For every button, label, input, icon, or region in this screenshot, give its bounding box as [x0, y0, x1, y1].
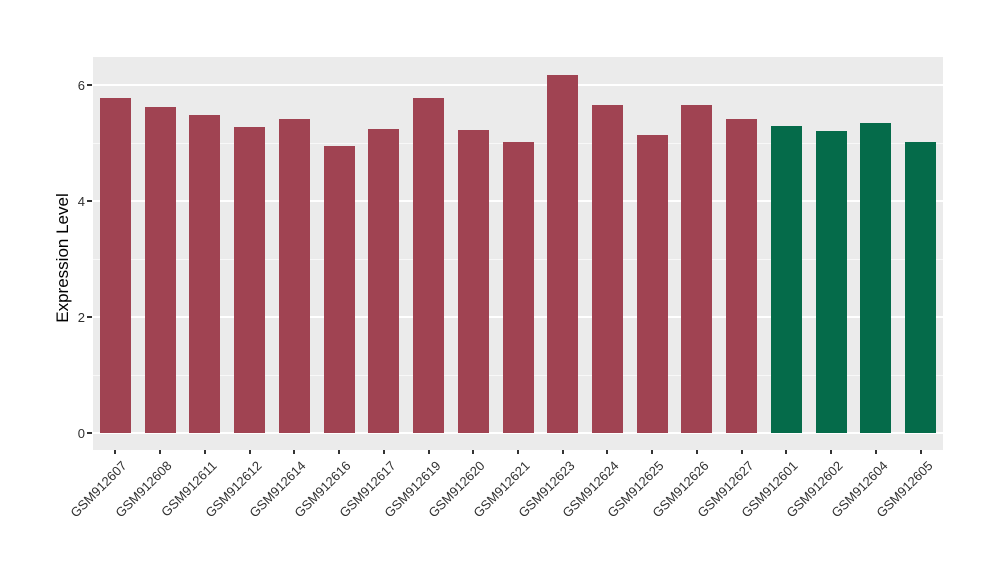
- bar-GSM912611: [189, 115, 221, 433]
- x-tick-mark: [338, 450, 341, 454]
- gridline-major: [93, 432, 943, 434]
- x-tick-mark: [785, 450, 788, 454]
- x-tick-mark: [561, 450, 564, 454]
- bar-GSM912614: [278, 119, 310, 433]
- x-tick-mark: [830, 450, 833, 454]
- bar-GSM912619: [413, 98, 445, 433]
- bar-GSM912612: [234, 126, 266, 433]
- x-tick-mark: [874, 450, 877, 454]
- x-tick-mark: [427, 450, 430, 454]
- x-tick-mark: [651, 450, 654, 454]
- x-tick-mark: [114, 450, 117, 454]
- bar-GSM912620: [457, 130, 489, 433]
- bar-GSM912626: [681, 105, 713, 433]
- y-tick-mark: [87, 84, 92, 86]
- bar-GSM912616: [323, 145, 355, 433]
- bar-GSM912627: [726, 118, 758, 433]
- x-tick-mark: [293, 450, 296, 454]
- x-tick-mark: [382, 450, 385, 454]
- bar-GSM912601: [770, 125, 802, 433]
- y-tick-label: 4: [77, 194, 85, 209]
- plot-panel: [93, 57, 943, 450]
- x-tick-mark: [159, 450, 162, 454]
- bar-GSM912624: [591, 104, 623, 433]
- y-tick-label: 6: [77, 78, 85, 93]
- bar-GSM912623: [547, 75, 579, 433]
- gridline-major: [93, 84, 943, 86]
- y-tick-label: 0: [77, 426, 85, 441]
- bar-GSM912617: [368, 129, 400, 433]
- x-tick-mark: [517, 450, 519, 454]
- x-tick-mark: [606, 450, 609, 454]
- bar-GSM912604: [860, 123, 892, 433]
- y-tick-label: 2: [77, 310, 85, 325]
- bar-GSM912608: [144, 107, 176, 433]
- x-tick-mark: [248, 450, 251, 454]
- bar-GSM912605: [905, 141, 937, 433]
- y-tick-mark: [87, 316, 92, 318]
- x-tick-mark: [472, 450, 475, 454]
- bar-GSM912625: [636, 134, 668, 433]
- bar-GSM912621: [502, 142, 534, 433]
- x-tick-mark: [695, 450, 698, 454]
- y-tick-mark: [87, 432, 92, 434]
- x-tick-mark: [919, 450, 922, 454]
- y-axis-title: Expression Level: [53, 193, 72, 323]
- x-tick-mark: [203, 450, 206, 454]
- x-tick-mark: [740, 450, 743, 454]
- y-tick-mark: [87, 200, 92, 202]
- bar-GSM912607: [99, 97, 131, 433]
- bar-GSM912602: [815, 131, 847, 433]
